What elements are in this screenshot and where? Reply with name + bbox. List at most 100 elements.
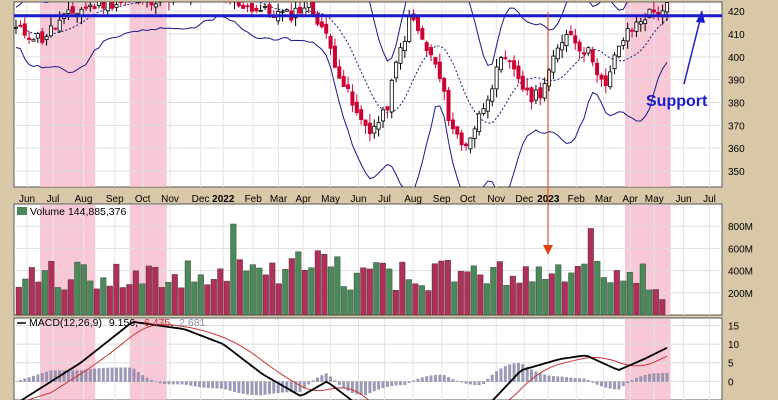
candle-body <box>433 57 438 65</box>
volume-bar <box>204 284 211 316</box>
volume-bar <box>360 267 367 316</box>
volume-bar <box>295 251 302 316</box>
volume-bar <box>464 271 471 316</box>
macd-histogram-bar <box>648 373 652 382</box>
macd-histogram-bar <box>272 381 276 394</box>
macd-histogram-bar <box>84 369 88 382</box>
x-tick-label: Dec <box>192 194 210 205</box>
macd-histogram-bar <box>307 381 311 385</box>
volume-bar <box>542 279 549 316</box>
macd-histogram-bar <box>499 368 503 382</box>
candle-body <box>88 4 93 8</box>
histogram-value: 2.681 <box>179 317 205 329</box>
volume-bar <box>80 264 87 316</box>
candle-body <box>341 76 346 88</box>
candle-body <box>464 143 469 147</box>
candle-body <box>332 45 337 68</box>
volume-bar <box>386 268 393 316</box>
volume-bar <box>48 261 55 316</box>
candle-body <box>551 55 556 73</box>
volume-bar <box>158 287 165 316</box>
macd-header: MACD(12,26,9) 9.156, 6.475, 2.681 <box>17 317 206 329</box>
candle-body <box>665 2 670 13</box>
candle-body <box>236 2 241 7</box>
macd-histogram-bar <box>591 381 595 383</box>
macd-histogram-bar <box>355 381 359 395</box>
volume-bar <box>132 270 139 316</box>
volume-panel: 200M 400M 600M 800M <box>13 203 753 316</box>
macd-histogram-bar <box>294 381 298 392</box>
candle-body <box>258 10 263 12</box>
macd-histogram-bar <box>490 374 494 382</box>
volume-bar <box>477 274 484 316</box>
volume-bar <box>555 264 562 316</box>
candle-body <box>245 5 250 8</box>
volume-bar <box>366 268 373 316</box>
volume-bar <box>74 261 81 316</box>
moving-average <box>15 2 668 124</box>
macd-tick-label: 0 <box>728 377 734 388</box>
candle-body <box>376 122 381 130</box>
volume-bar <box>516 282 523 316</box>
x-tick-label: Sep <box>106 194 124 205</box>
candle-body <box>586 47 591 54</box>
volume-bar <box>145 265 152 316</box>
price-tick-label: 370 <box>728 121 745 132</box>
volume-bar <box>22 278 29 316</box>
macd-histogram-bar <box>49 370 53 382</box>
candle-body <box>450 119 455 130</box>
macd-histogram-bar <box>202 381 206 388</box>
macd-histogram-bar <box>241 381 245 394</box>
volume-bar <box>522 266 529 316</box>
signal-arrow-head <box>543 245 553 255</box>
candle-body <box>284 9 289 12</box>
candle-body <box>31 38 36 42</box>
macd-histogram-bar <box>495 371 499 382</box>
candle-body <box>311 2 316 15</box>
candle-body <box>114 4 119 8</box>
candle-body <box>625 28 630 42</box>
macd-histogram-bar <box>578 378 582 382</box>
macd-histogram-bar <box>630 380 634 382</box>
candle-body <box>359 109 364 120</box>
shaded-period <box>129 319 167 400</box>
volume-bar <box>418 285 425 316</box>
macd-histogram-bar <box>420 377 424 382</box>
candle-body <box>110 2 115 9</box>
macd-histogram-bar <box>425 376 429 382</box>
candle-body <box>507 60 512 63</box>
macd-histogram-bar <box>595 381 599 385</box>
volume-bar <box>15 286 22 316</box>
candle-body <box>498 57 503 71</box>
macd-histogram-bar <box>36 374 40 382</box>
candle-body <box>145 2 150 3</box>
candle-body <box>490 88 495 102</box>
x-tick-label: Oct <box>460 194 476 205</box>
volume-bar <box>100 277 107 316</box>
macd-histogram-bar <box>455 380 459 382</box>
macd-histogram-bar <box>167 381 171 385</box>
volume-bar <box>613 270 620 316</box>
shaded-period <box>40 319 96 400</box>
macd-histogram-bar <box>101 367 105 382</box>
volume-bar <box>191 281 198 316</box>
macd-histogram-bar <box>512 363 516 382</box>
volume-bar <box>256 267 263 316</box>
volume-bar <box>210 279 217 316</box>
x-tick-label: Aug <box>75 194 93 205</box>
volume-bar <box>548 273 555 316</box>
volume-bar <box>93 288 100 316</box>
volume-bar <box>431 263 438 316</box>
macd-histogram-bar <box>128 367 132 382</box>
volume-bar <box>581 263 588 316</box>
candle-body <box>568 30 573 35</box>
macd-histogram-bar <box>626 381 630 384</box>
volume-bar <box>457 271 464 316</box>
volume-tick-label: 400M <box>728 267 753 278</box>
macd-histogram-bar <box>171 381 175 385</box>
macd-histogram-bar <box>573 377 577 382</box>
support-arrow-head <box>696 10 705 23</box>
volume-bar <box>444 260 451 316</box>
candle-body <box>621 40 626 46</box>
macd-histogram-bar <box>93 368 97 382</box>
